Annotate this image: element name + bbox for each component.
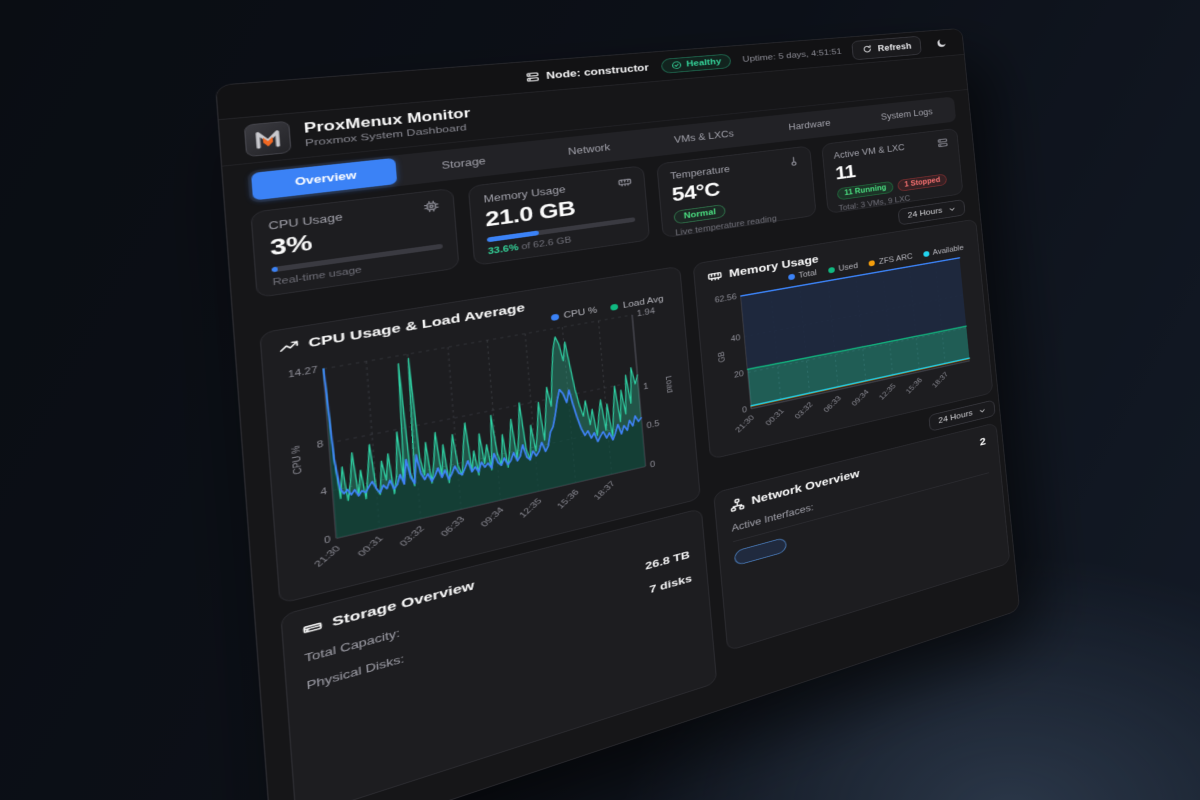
svg-text:15:36: 15:36: [555, 488, 581, 510]
network-icon: [729, 496, 745, 512]
memory-chart-card: Memory Usage Total Used ZFS ARC Available 2…: [692, 218, 994, 460]
svg-text:03:32: 03:32: [793, 401, 814, 421]
svg-text:03:32: 03:32: [398, 525, 427, 548]
legend-dot: [610, 303, 619, 311]
tab-system-logs[interactable]: System Logs: [880, 106, 934, 122]
memory-icon: [707, 269, 723, 284]
svg-text:09:34: 09:34: [479, 506, 506, 529]
tab-hardware[interactable]: Hardware: [788, 117, 831, 133]
app-header: ProxMenux Monitor Proxmox System Dashboa…: [218, 54, 968, 167]
svg-text:00:31: 00:31: [356, 534, 386, 558]
temperature-status-badge: Normal: [673, 203, 727, 225]
uptime-label: Uptime: 5 days, 4:51:51: [742, 47, 842, 64]
layers-icon: [937, 137, 949, 148]
memory-icon: [617, 176, 632, 189]
proxmenux-logo-icon: [251, 126, 284, 151]
health-status-badge: Healthy: [660, 53, 732, 74]
svg-text:CPU %: CPU %: [290, 444, 305, 475]
svg-text:0: 0: [650, 460, 656, 469]
svg-text:09:34: 09:34: [850, 389, 870, 408]
svg-text:20: 20: [733, 370, 743, 380]
moon-icon: [936, 39, 946, 48]
trending-up-icon: [278, 338, 299, 356]
active-interfaces-count: 2: [979, 435, 987, 449]
svg-text:1: 1: [643, 382, 649, 391]
server-icon: [525, 71, 540, 83]
svg-text:21:30: 21:30: [312, 544, 343, 568]
chevron-down-icon: [948, 205, 957, 214]
legend-dot: [922, 250, 930, 258]
svg-text:15:36: 15:36: [904, 377, 923, 396]
thermometer-icon: [787, 155, 800, 167]
app-logo: [243, 120, 292, 157]
legend-dot: [550, 313, 559, 322]
theme-toggle-button[interactable]: [930, 33, 952, 53]
node-indicator: Node: constructor: [525, 62, 649, 83]
divider: [732, 472, 989, 543]
cpu-load-chart: 21:30 00:31 03:32 06:33 09:34 12:35 15:36 18:37…: [288, 307, 675, 569]
legend-dot: [827, 266, 835, 274]
storage-row: Physical Disks: 7 disks: [306, 572, 692, 692]
svg-text:1.94: 1.94: [636, 307, 655, 318]
chevron-down-icon: [978, 406, 987, 415]
svg-text:Load: Load: [663, 375, 674, 394]
svg-text:62.56: 62.56: [714, 293, 737, 305]
check-circle-icon: [671, 60, 682, 70]
svg-text:21:30: 21:30: [734, 414, 756, 434]
tab-network[interactable]: Network: [567, 141, 611, 158]
storage-row-value: 26.8 TB: [644, 548, 691, 573]
legend-dot: [868, 259, 876, 267]
charts-grid: CPU Usage & Load Average CPU % Load Avg 2…: [259, 218, 1011, 800]
tab-storage[interactable]: Storage: [441, 155, 487, 172]
svg-text:0: 0: [324, 535, 331, 546]
memory-chart: 21:30 00:31 03:32 06:33 09:34 12:35 15:36 18:37…: [714, 251, 980, 434]
tab-vms-lxcs[interactable]: VMs & LXCs: [673, 128, 735, 146]
tab-overview[interactable]: Overview: [251, 157, 398, 201]
dashboard-window: Node: constructor Healthy Uptime: 5 days…: [215, 28, 1021, 800]
svg-text:12:35: 12:35: [877, 383, 897, 402]
svg-text:18:37: 18:37: [931, 371, 950, 389]
svg-text:06:33: 06:33: [822, 395, 843, 414]
legend-dot: [787, 273, 795, 281]
svg-text:40: 40: [730, 334, 740, 344]
node-label: Node: constructor: [545, 61, 650, 81]
svg-text:GB: GB: [717, 351, 727, 364]
svg-text:8: 8: [316, 440, 323, 451]
svg-text:00:31: 00:31: [764, 407, 786, 427]
svg-text:14.27: 14.27: [288, 366, 318, 380]
svg-text:12:35: 12:35: [518, 497, 544, 519]
svg-text:06:33: 06:33: [439, 515, 467, 538]
svg-text:4: 4: [320, 487, 327, 498]
interface-chip: [733, 536, 787, 567]
cpu-chip-icon: [423, 199, 440, 213]
app-title-block: ProxMenux Monitor Proxmox System Dashboa…: [303, 106, 471, 148]
svg-text:0.5: 0.5: [646, 419, 660, 430]
svg-text:0: 0: [742, 406, 748, 415]
svg-text:18:37: 18:37: [592, 480, 617, 502]
refresh-button[interactable]: Refresh: [851, 35, 922, 60]
refresh-icon: [862, 44, 873, 54]
storage-row-value: 7 disks: [648, 572, 693, 596]
active-vm-card: Active VM & LXC 11 11 Running 1 Stopped …: [821, 128, 964, 214]
hard-drive-icon: [302, 618, 323, 638]
cpu-load-chart-card: CPU Usage & Load Average CPU % Load Avg 2…: [259, 265, 701, 605]
